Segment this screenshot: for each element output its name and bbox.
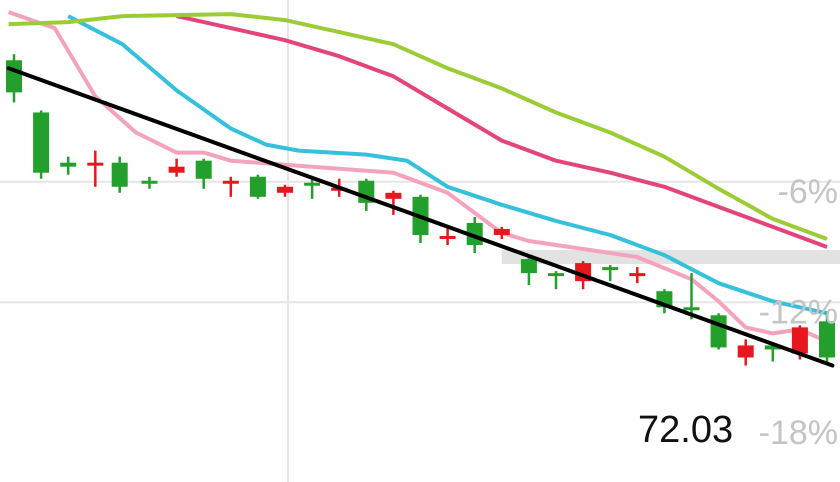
percent-tick-label: -6%	[778, 173, 838, 211]
candle-body	[737, 345, 754, 358]
candle-body	[195, 160, 212, 179]
candle-body	[277, 186, 293, 193]
candle-body	[791, 327, 808, 354]
candle	[548, 271, 564, 290]
candle	[168, 158, 185, 177]
moving-average-lines	[7, 10, 828, 344]
candle	[33, 110, 50, 179]
candle	[385, 190, 402, 215]
candle	[277, 184, 293, 197]
candle	[520, 255, 537, 286]
percent-tick-label: -12%	[759, 293, 838, 331]
candle-body	[249, 176, 266, 197]
candle	[602, 265, 619, 282]
candle	[111, 156, 128, 193]
candle-body	[304, 182, 321, 186]
candle-body	[33, 112, 50, 173]
candle-body	[168, 166, 185, 173]
moving-average-line	[8, 12, 828, 241]
candle-body	[111, 162, 128, 187]
trend-line	[6, 66, 835, 368]
candle-body	[141, 180, 158, 184]
candle	[493, 226, 510, 239]
candle	[222, 176, 239, 197]
candle-body	[819, 321, 835, 358]
candle-body	[520, 259, 537, 274]
moving-average-line	[176, 14, 828, 249]
candle-body	[629, 273, 646, 277]
candle	[87, 150, 104, 187]
moving-average-line	[7, 10, 828, 344]
candle	[737, 339, 754, 366]
candle-body	[602, 267, 619, 271]
candles	[6, 54, 835, 366]
candle-body	[764, 345, 781, 350]
candle-body	[6, 60, 22, 93]
candle	[710, 313, 727, 350]
price-label: 72.03	[638, 409, 733, 451]
candle-body	[60, 162, 77, 167]
candle	[439, 226, 456, 246]
candle-body	[710, 315, 727, 348]
candle-body	[222, 180, 239, 184]
candle-body	[683, 307, 700, 311]
candle-body	[548, 273, 564, 277]
candle	[195, 158, 212, 189]
candle-body	[439, 235, 456, 239]
candle	[304, 178, 321, 199]
candle-body	[493, 228, 510, 235]
candle	[764, 343, 781, 362]
candle	[6, 54, 22, 103]
candle-body	[385, 192, 402, 199]
candle	[60, 156, 77, 175]
candle	[683, 273, 700, 320]
candle-body	[87, 162, 104, 166]
percent-axis: -6% -12% -18%	[759, 173, 838, 452]
percent-tick-label: -18%	[759, 414, 838, 452]
candle	[141, 176, 158, 189]
candle	[249, 174, 266, 199]
candle	[819, 311, 835, 362]
moving-average-line	[67, 14, 828, 316]
candle	[629, 267, 646, 284]
